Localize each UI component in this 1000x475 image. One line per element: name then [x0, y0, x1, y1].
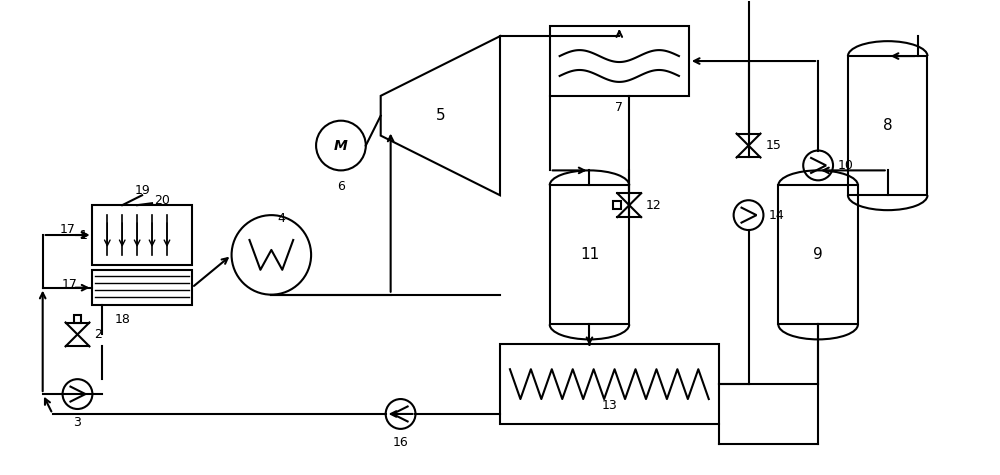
- Text: 1: 1: [80, 228, 87, 241]
- Text: 11: 11: [580, 247, 599, 262]
- Text: 19: 19: [134, 184, 150, 197]
- Text: 6: 6: [337, 180, 345, 193]
- Text: 17: 17: [62, 278, 77, 291]
- Bar: [550, 26, 689, 96]
- Bar: [550, 185, 629, 324]
- Bar: [92, 270, 192, 304]
- Bar: [74, 314, 81, 323]
- Text: 9: 9: [813, 247, 823, 262]
- Text: 3: 3: [74, 416, 81, 429]
- Bar: [92, 205, 192, 265]
- Text: 10: 10: [838, 159, 854, 172]
- Text: 14: 14: [768, 209, 784, 222]
- Text: 13: 13: [601, 399, 617, 412]
- Text: 7: 7: [615, 101, 623, 114]
- Text: 15: 15: [765, 139, 781, 152]
- Text: 17: 17: [60, 223, 75, 236]
- Text: 8: 8: [883, 118, 893, 133]
- Text: 12: 12: [646, 199, 662, 212]
- Text: M: M: [334, 139, 348, 152]
- Text: 18: 18: [114, 313, 130, 326]
- Bar: [778, 185, 858, 324]
- Text: 20: 20: [154, 194, 170, 207]
- Text: 16: 16: [393, 436, 408, 449]
- Text: 4: 4: [277, 212, 285, 225]
- Bar: [848, 56, 927, 195]
- Text: 2: 2: [94, 328, 102, 341]
- Bar: [500, 344, 719, 424]
- Bar: [613, 201, 621, 209]
- Text: 5: 5: [436, 108, 445, 123]
